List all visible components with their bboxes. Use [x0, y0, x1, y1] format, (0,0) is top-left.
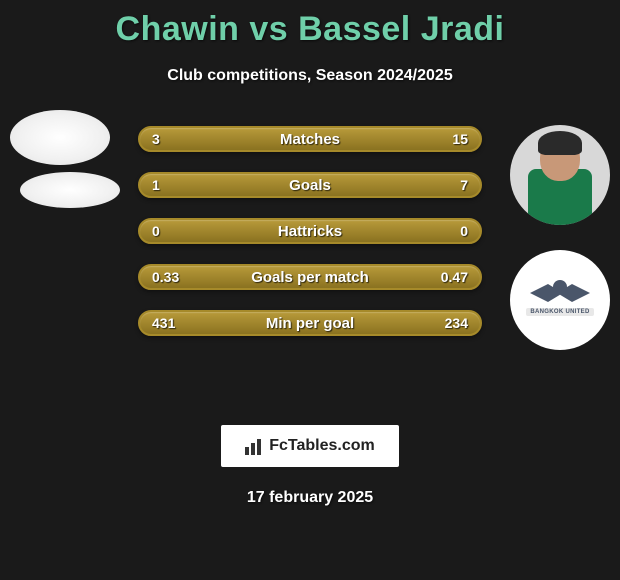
- stat-label: Goals: [140, 177, 480, 194]
- stat-label: Hattricks: [140, 223, 480, 240]
- stat-right-value: 0: [460, 223, 468, 239]
- stat-row-goals: 1 Goals 7: [138, 172, 482, 198]
- stat-right-value: 7: [460, 177, 468, 193]
- stat-left-value: 3: [152, 131, 160, 147]
- player-left-avatar: [10, 110, 110, 165]
- page-title: Chawin vs Bassel Jradi: [0, 0, 620, 49]
- club-left-logo: [20, 172, 120, 208]
- stat-left-value: 0.33: [152, 269, 179, 285]
- brand-text: FcTables.com: [269, 437, 375, 455]
- stat-left-value: 0: [152, 223, 160, 239]
- stat-right-value: 0.47: [441, 269, 468, 285]
- stat-row-hattricks: 0 Hattricks 0: [138, 218, 482, 244]
- stat-label: Goals per match: [140, 269, 480, 286]
- stat-right-value: 234: [445, 315, 468, 331]
- stat-label: Min per goal: [140, 315, 480, 332]
- stat-row-goals-per-match: 0.33 Goals per match 0.47: [138, 264, 482, 290]
- stat-label: Matches: [140, 131, 480, 148]
- stats-container: 3 Matches 15 1 Goals 7 0 Hattricks 0 0.3…: [138, 126, 482, 356]
- bar-chart-icon: [245, 437, 263, 455]
- footer-brand: FcTables.com: [0, 425, 620, 467]
- club-right-logo: BANGKOK UNITED: [510, 250, 610, 350]
- stat-row-min-per-goal: 431 Min per goal 234: [138, 310, 482, 336]
- date-label: 17 february 2025: [0, 489, 620, 507]
- subtitle: Club competitions, Season 2024/2025: [0, 67, 620, 85]
- club-right-label: BANGKOK UNITED: [526, 308, 593, 316]
- stat-left-value: 1: [152, 177, 160, 193]
- player-right-avatar: [510, 125, 610, 225]
- stat-right-value: 15: [452, 131, 468, 147]
- stat-left-value: 431: [152, 315, 175, 331]
- stat-row-matches: 3 Matches 15: [138, 126, 482, 152]
